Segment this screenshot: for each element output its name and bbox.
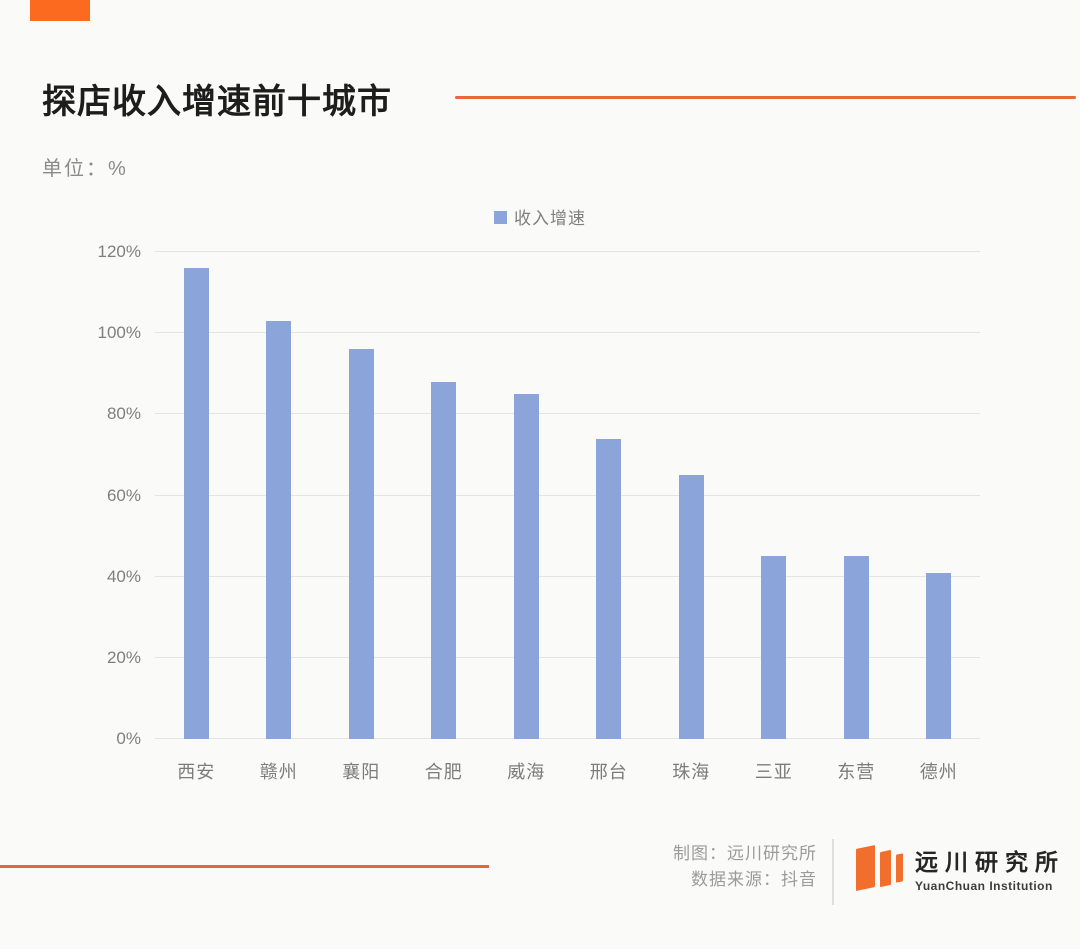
bar-德州 [926, 572, 952, 739]
chart-legend: 收入增速 [494, 204, 586, 229]
footer-divider [832, 839, 834, 905]
bar-slot [815, 252, 898, 739]
credit-maker: 制图：远川研究所 [673, 844, 817, 863]
gridline [155, 251, 980, 252]
x-axis-label: 东营 [837, 762, 876, 782]
logo-name-cn: 远川研究所 [915, 849, 1065, 875]
y-axis-tick-label: 60% [106, 485, 141, 505]
bar-chart-plot-area: 西安 赣州 襄阳 合肥 威海 邢台 珠海 三亚 东营 德州 0% 20% 40% 60% 80% 100% 1… [98, 242, 980, 782]
x-axis-label: 赣州 [259, 762, 298, 782]
x-axis-label: 邢台 [589, 762, 628, 782]
header-accent-block [30, 0, 90, 21]
x-axis-label: 德州 [919, 762, 958, 782]
legend-swatch-icon [494, 210, 507, 224]
x-axis-labels: 西安 赣州 襄阳 合肥 威海 邢台 珠海 三亚 东营 德州 [155, 758, 980, 784]
gridline [155, 413, 980, 415]
bar-slot [568, 252, 651, 739]
bar-slot [403, 252, 486, 739]
bar-slot [238, 252, 321, 739]
footer-accent-line [0, 865, 489, 868]
bar-东营 [843, 556, 869, 739]
bar-赣州 [266, 321, 292, 739]
bar-襄阳 [348, 349, 374, 739]
bar-威海 [513, 394, 539, 739]
bar-合肥 [431, 381, 457, 739]
x-axis-label: 合肥 [424, 762, 463, 782]
x-axis-label: 珠海 [672, 762, 711, 782]
logo-bar-3 [896, 853, 903, 883]
logo-bar-1 [856, 844, 875, 892]
logo-text: 远川研究所 YuanChuan Institution [915, 843, 1065, 893]
bar-slot [650, 252, 733, 739]
bar-西安 [183, 268, 209, 739]
bar-slot [733, 252, 816, 739]
page-title: 探店收入增速前十城市 [42, 83, 392, 121]
bar-邢台 [596, 438, 622, 739]
y-axis-tick-label: 20% [106, 647, 141, 667]
y-axis-tick-label: 40% [106, 566, 141, 586]
logo-name-en: YuanChuan Institution [915, 879, 1053, 893]
gridline [155, 494, 980, 496]
bar-slot [898, 252, 981, 739]
y-axis-tick-label: 120% [97, 242, 141, 261]
title-underline [455, 96, 1076, 99]
gridline [155, 332, 980, 334]
bar-slot [320, 252, 403, 739]
credit-source: 数据来源：抖音 [691, 870, 817, 889]
credits: 制图：远川研究所 数据来源：抖音 [673, 841, 817, 893]
x-axis-label: 襄阳 [342, 762, 381, 782]
bar-slot [485, 252, 568, 739]
y-axis-tick-label: 100% [97, 323, 141, 343]
y-axis-tick-label: 80% [106, 404, 141, 424]
bar-三亚 [761, 556, 787, 739]
y-axis-tick-label: 0% [116, 729, 141, 748]
x-axis-label: 西安 [177, 762, 216, 782]
logo-bar-2 [880, 849, 891, 887]
unit-label: 单位：% [42, 158, 128, 180]
x-axis-label: 三亚 [754, 762, 793, 782]
gridline [155, 575, 980, 577]
yuanchuan-logo: 远川研究所 YuanChuan Institution [856, 840, 1065, 896]
logo-marks-icon [856, 844, 903, 892]
bars-row [155, 252, 980, 739]
bar-slot [155, 252, 238, 739]
legend-label: 收入增速 [514, 209, 586, 228]
gridline [155, 656, 980, 658]
bar-珠海 [678, 475, 704, 739]
x-axis-label: 威海 [507, 762, 546, 782]
gridline [155, 738, 980, 739]
